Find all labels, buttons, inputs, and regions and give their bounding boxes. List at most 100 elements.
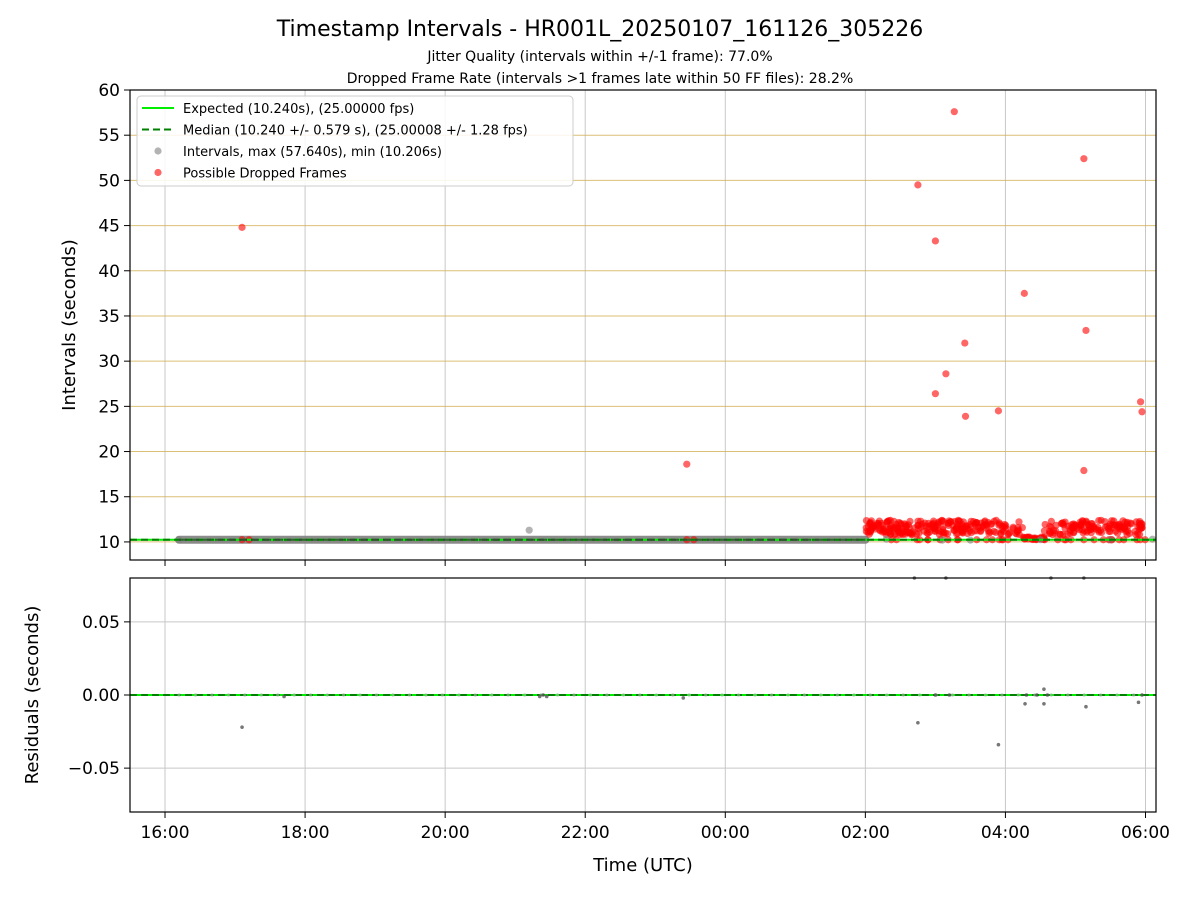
residual-point bbox=[490, 693, 494, 697]
residuals-panel: 0.05 0.00 −0.05 16:00 18:00 20:00 22:00 00:00 02… bbox=[68, 576, 1170, 843]
residual-point bbox=[588, 693, 593, 697]
dropped-frame-point bbox=[238, 223, 246, 231]
dropped-frame-point bbox=[931, 390, 939, 398]
residual-point bbox=[1066, 693, 1070, 697]
dropped-frame-point bbox=[1047, 523, 1055, 532]
residual-point bbox=[681, 696, 686, 700]
residual-point bbox=[240, 725, 244, 729]
dropped-frame-point bbox=[915, 529, 923, 537]
dropped-frame-point bbox=[942, 370, 950, 378]
y-tick-label: 10 bbox=[98, 533, 120, 553]
y-tick-label: 60 bbox=[98, 81, 120, 101]
residual-point bbox=[259, 693, 263, 697]
residual-point bbox=[572, 693, 576, 697]
residual-point bbox=[967, 693, 971, 697]
residual-point bbox=[537, 694, 542, 699]
residual-point bbox=[671, 693, 675, 697]
legend-entry-label: Intervals, max (57.640s), min (10.206s) bbox=[183, 145, 442, 160]
residual-point bbox=[819, 693, 823, 697]
dropped-frame-point bbox=[964, 525, 972, 533]
residual-point bbox=[1136, 700, 1141, 705]
dropped-frame-point bbox=[865, 530, 873, 538]
residual-point bbox=[933, 693, 938, 697]
residual-point bbox=[210, 693, 214, 697]
legend-box bbox=[136, 95, 574, 187]
x-tick-label: 00:00 bbox=[701, 823, 750, 843]
residual-point bbox=[852, 693, 856, 697]
residual-point bbox=[1084, 704, 1088, 709]
dropped-frame-point bbox=[1046, 529, 1054, 537]
residual-point bbox=[753, 693, 757, 697]
residual-point bbox=[541, 693, 546, 697]
x-tick-label: 02:00 bbox=[841, 823, 890, 843]
dropped-frame-point bbox=[1087, 529, 1095, 537]
residual-point bbox=[1035, 693, 1039, 697]
residual-point bbox=[868, 693, 872, 697]
residual-point bbox=[786, 693, 790, 697]
y-tick-label: 0.05 bbox=[82, 613, 120, 633]
residual-point bbox=[769, 693, 774, 697]
dropped-frame-point bbox=[1136, 521, 1144, 529]
residual-point bbox=[440, 693, 444, 697]
residual-point bbox=[282, 694, 286, 699]
residual-point bbox=[544, 694, 549, 699]
dropped-frame-point bbox=[1056, 530, 1064, 538]
dropped-frame-point bbox=[1047, 517, 1055, 526]
dropped-frame-point bbox=[944, 530, 952, 538]
x-axis-label: Time (UTC) bbox=[592, 855, 693, 876]
plot-frame bbox=[129, 89, 1157, 561]
residual-point bbox=[736, 693, 741, 697]
residual-point bbox=[916, 720, 920, 725]
residual-point bbox=[177, 693, 181, 697]
dropped-frame-point bbox=[992, 528, 1000, 537]
legend-entry-label: Possible Dropped Frames bbox=[183, 167, 347, 182]
dropped-frame-point bbox=[961, 412, 970, 420]
residual-point bbox=[292, 693, 296, 697]
y-tick-label: 15 bbox=[98, 488, 120, 508]
residual-point bbox=[654, 693, 658, 697]
residual-point bbox=[1000, 693, 1004, 697]
dropped-frame-point bbox=[1015, 518, 1023, 526]
residual-point bbox=[506, 693, 510, 697]
residual-point bbox=[885, 693, 889, 697]
dropped-frame-point bbox=[931, 237, 939, 245]
residual-point bbox=[983, 693, 988, 697]
y-tick-label: 30 bbox=[98, 352, 120, 372]
y-tick-label: 35 bbox=[98, 307, 120, 327]
dropped-frame-point bbox=[987, 520, 995, 528]
residual-point bbox=[802, 693, 807, 697]
x-tick-label: 06:00 bbox=[1121, 823, 1170, 843]
dropped-frame-point bbox=[1082, 326, 1090, 335]
dropped-frame-point bbox=[1080, 466, 1088, 475]
interval-point bbox=[525, 526, 533, 534]
residual-point bbox=[950, 693, 955, 697]
dropped-frame-point bbox=[1080, 155, 1088, 163]
dropped-frame-point bbox=[1095, 528, 1103, 536]
residual-point bbox=[901, 693, 905, 697]
y-tick-label: 50 bbox=[98, 171, 120, 191]
residual-point bbox=[342, 693, 346, 697]
dropped-frame-point bbox=[1077, 521, 1085, 529]
residual-point bbox=[605, 693, 609, 697]
chart-title: Timestamp Intervals - HR001L_20250107_16… bbox=[276, 17, 923, 42]
legend-swatch-marker bbox=[154, 168, 162, 177]
dropped-frame-point bbox=[950, 108, 958, 116]
dropped-frame-point bbox=[1041, 520, 1049, 529]
dropped-frame-point bbox=[898, 525, 906, 533]
residual-point bbox=[1042, 701, 1046, 706]
dropped-frame-point bbox=[1009, 523, 1017, 531]
residual-point bbox=[276, 693, 280, 697]
dropped-frame-point bbox=[1138, 408, 1146, 416]
residual-point bbox=[1016, 693, 1020, 697]
residual-point bbox=[424, 693, 428, 697]
residual-point bbox=[1115, 693, 1119, 697]
x-tick-label: 22:00 bbox=[561, 823, 610, 843]
residual-point bbox=[1042, 687, 1046, 691]
residual-point bbox=[638, 693, 642, 697]
dropped-frame-point bbox=[954, 516, 962, 524]
y-tick-label: 45 bbox=[98, 217, 120, 237]
dropped-frame-point bbox=[997, 529, 1005, 537]
x-tick-label: 04:00 bbox=[981, 823, 1030, 843]
dropped-frame-point bbox=[1082, 518, 1091, 526]
